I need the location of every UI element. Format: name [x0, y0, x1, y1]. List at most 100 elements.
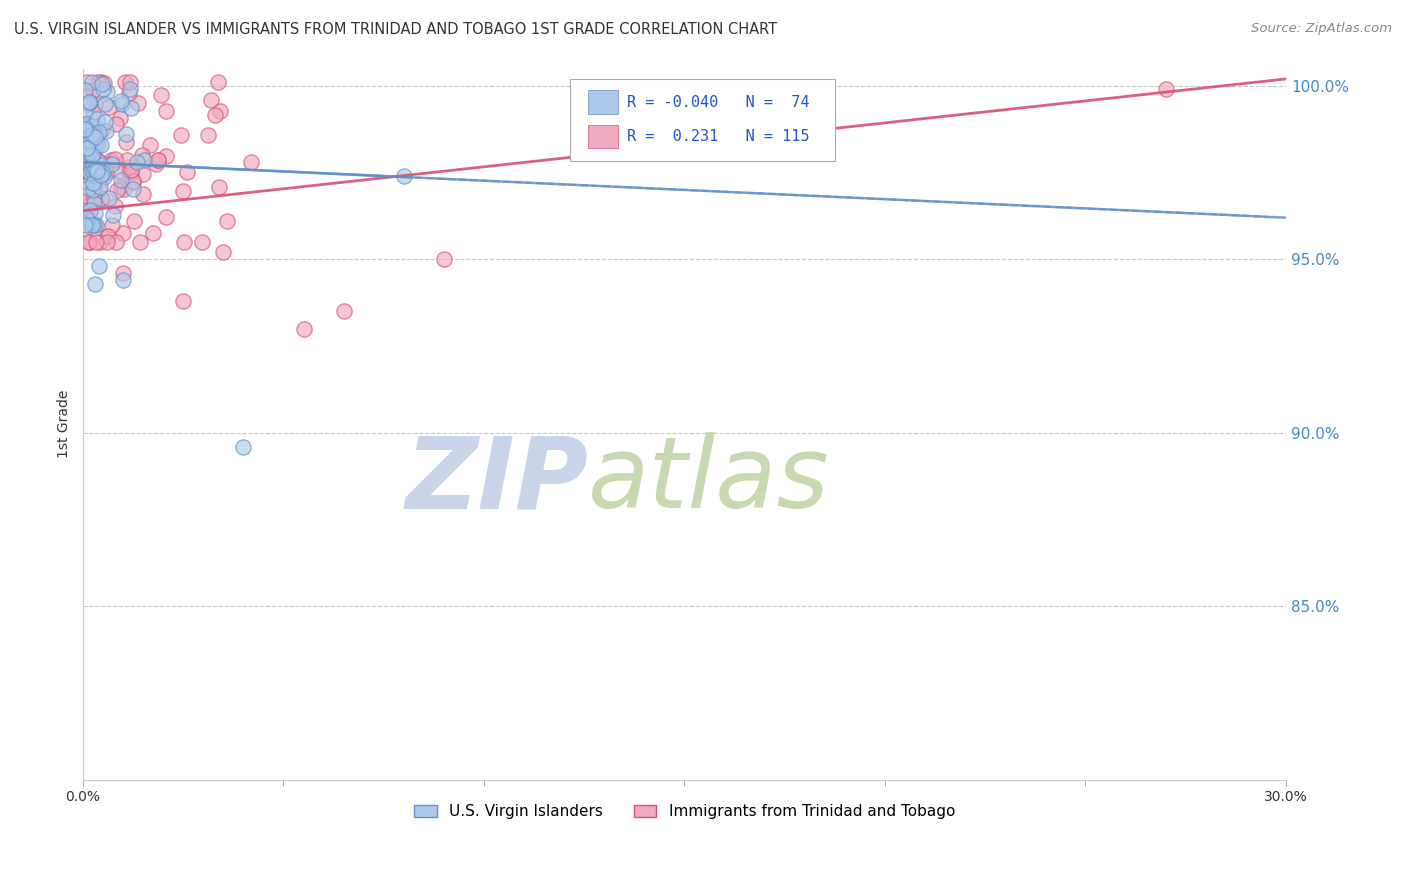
Point [115, 127, 138, 141]
Point [83, 179, 105, 194]
Point [139, 137, 162, 152]
Point [122, 176, 145, 190]
Point [82, 83, 104, 97]
Point [118, 75, 141, 89]
Point [146, 153, 169, 168]
Point [110, 172, 132, 186]
FancyBboxPatch shape [588, 90, 619, 114]
Point [83, 97, 105, 112]
Point [292, 321, 315, 335]
Point [76, 200, 98, 214]
Point [77, 218, 100, 232]
Point [90, 168, 112, 182]
Point [76, 197, 98, 211]
Point [673, 96, 696, 111]
Point [212, 245, 235, 260]
Point [112, 266, 135, 280]
Point [83, 218, 105, 232]
Point [172, 184, 194, 198]
Point [118, 163, 141, 178]
Point [204, 108, 226, 122]
Point [105, 117, 128, 131]
Point [79, 162, 101, 177]
Point [76, 75, 98, 89]
Point [132, 186, 155, 201]
Point [83, 167, 105, 181]
Point [232, 440, 254, 454]
Point [75, 211, 97, 226]
Point [98, 100, 121, 114]
FancyBboxPatch shape [588, 125, 619, 148]
Point [118, 82, 141, 96]
Point [80, 128, 103, 143]
Point [131, 147, 153, 161]
Point [76, 169, 98, 183]
Point [82, 119, 104, 133]
Point [86, 138, 108, 153]
Point [75, 216, 97, 230]
Point [90, 158, 112, 172]
Point [89, 179, 111, 194]
Point [93, 76, 115, 90]
Point [87, 182, 110, 196]
Point [77, 95, 100, 109]
Point [82, 178, 104, 193]
Y-axis label: 1st Grade: 1st Grade [58, 390, 72, 458]
Point [76, 235, 98, 249]
Point [91, 77, 114, 91]
Point [87, 259, 110, 273]
Point [83, 181, 105, 195]
Point [146, 153, 169, 168]
Point [80, 150, 103, 164]
Point [84, 218, 107, 232]
Point [84, 235, 107, 249]
Point [83, 141, 105, 155]
Point [83, 129, 105, 144]
Point [89, 154, 111, 169]
Point [76, 199, 98, 213]
Point [104, 235, 127, 249]
Point [83, 191, 105, 205]
Text: atlas: atlas [588, 433, 830, 530]
Point [83, 163, 105, 178]
Point [76, 189, 98, 203]
Point [77, 235, 100, 249]
Point [98, 156, 121, 170]
Point [433, 252, 456, 267]
Point [87, 75, 110, 89]
Point [112, 273, 135, 287]
Point [120, 101, 142, 115]
Point [77, 96, 100, 111]
Point [122, 182, 145, 196]
Point [208, 180, 231, 194]
Point [77, 165, 100, 179]
Point [155, 148, 177, 162]
Point [100, 218, 122, 232]
Point [90, 137, 112, 152]
Point [217, 214, 239, 228]
Point [176, 165, 198, 179]
Point [114, 75, 136, 89]
Point [96, 124, 118, 138]
Point [118, 161, 141, 175]
Point [79, 166, 101, 180]
Point [76, 116, 98, 130]
Point [104, 153, 127, 167]
Point [84, 127, 107, 141]
Point [101, 157, 124, 171]
Point [91, 166, 114, 180]
Point [1154, 82, 1177, 96]
Point [79, 202, 101, 217]
Point [83, 126, 105, 140]
Point [132, 167, 155, 181]
Point [209, 104, 232, 119]
Point [77, 176, 100, 190]
Point [82, 183, 104, 197]
Point [77, 145, 100, 159]
Point [73, 150, 96, 164]
Point [80, 218, 103, 232]
Point [79, 134, 101, 148]
Point [76, 201, 98, 215]
Point [89, 235, 111, 249]
Point [82, 145, 104, 160]
